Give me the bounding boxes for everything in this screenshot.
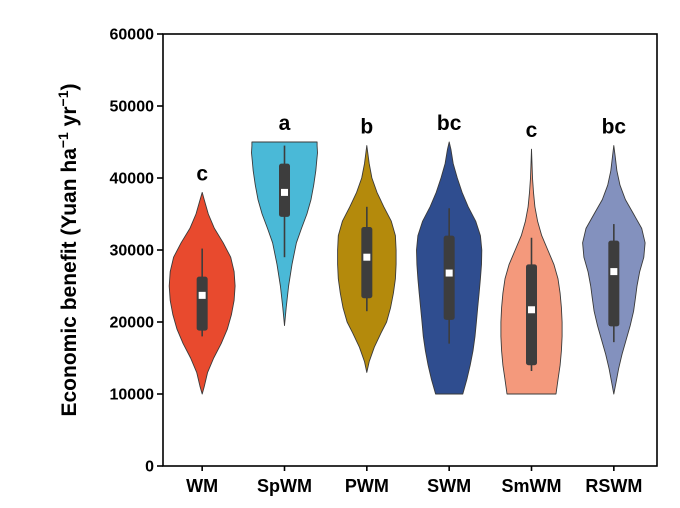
iqr-box bbox=[443, 235, 455, 320]
y-tick-label: 60000 bbox=[110, 27, 155, 44]
significance-letter: c bbox=[196, 162, 208, 185]
significance-letter: b bbox=[360, 116, 373, 139]
y-tick-label: 10000 bbox=[110, 387, 155, 404]
x-axis: WM SpWM PWM SWM SmWM RSWM bbox=[186, 466, 642, 496]
y-tick-label: 50000 bbox=[110, 99, 155, 116]
x-tick-label: SpWM bbox=[257, 476, 312, 496]
median-marker bbox=[528, 306, 535, 314]
significance-letter: bc bbox=[602, 116, 627, 139]
violin-layer bbox=[168, 141, 646, 395]
significance-letter: a bbox=[279, 112, 291, 135]
y-axis-label: Economic benefit (Yuan ha−1 yr−1) bbox=[55, 83, 81, 416]
y-tick-label: 0 bbox=[145, 459, 154, 476]
significance-letter: c bbox=[526, 119, 538, 142]
iqr-box bbox=[526, 264, 537, 366]
y-tick-label: 40000 bbox=[110, 171, 155, 188]
y-tick-label: 30000 bbox=[110, 243, 155, 260]
iqr-box bbox=[196, 276, 208, 331]
median-marker bbox=[363, 253, 371, 261]
x-tick-label: PWM bbox=[345, 476, 389, 496]
x-tick-label: WM bbox=[186, 476, 218, 496]
y-axis: 0 10000 20000 30000 40000 50000 60000 bbox=[110, 27, 163, 476]
iqr-box bbox=[361, 226, 373, 299]
x-tick-label: SWM bbox=[427, 476, 471, 496]
median-marker bbox=[198, 291, 206, 299]
median-marker bbox=[445, 269, 453, 277]
median-marker bbox=[281, 188, 288, 196]
y-tick-label: 20000 bbox=[110, 315, 155, 332]
significance-letters: c a b bc c bc bbox=[196, 112, 626, 185]
median-marker bbox=[610, 268, 618, 276]
significance-letter: bc bbox=[437, 112, 462, 135]
x-tick-label: RSWM bbox=[585, 476, 642, 496]
x-tick-label: SmWM bbox=[502, 476, 562, 496]
iqr-box bbox=[608, 240, 620, 327]
